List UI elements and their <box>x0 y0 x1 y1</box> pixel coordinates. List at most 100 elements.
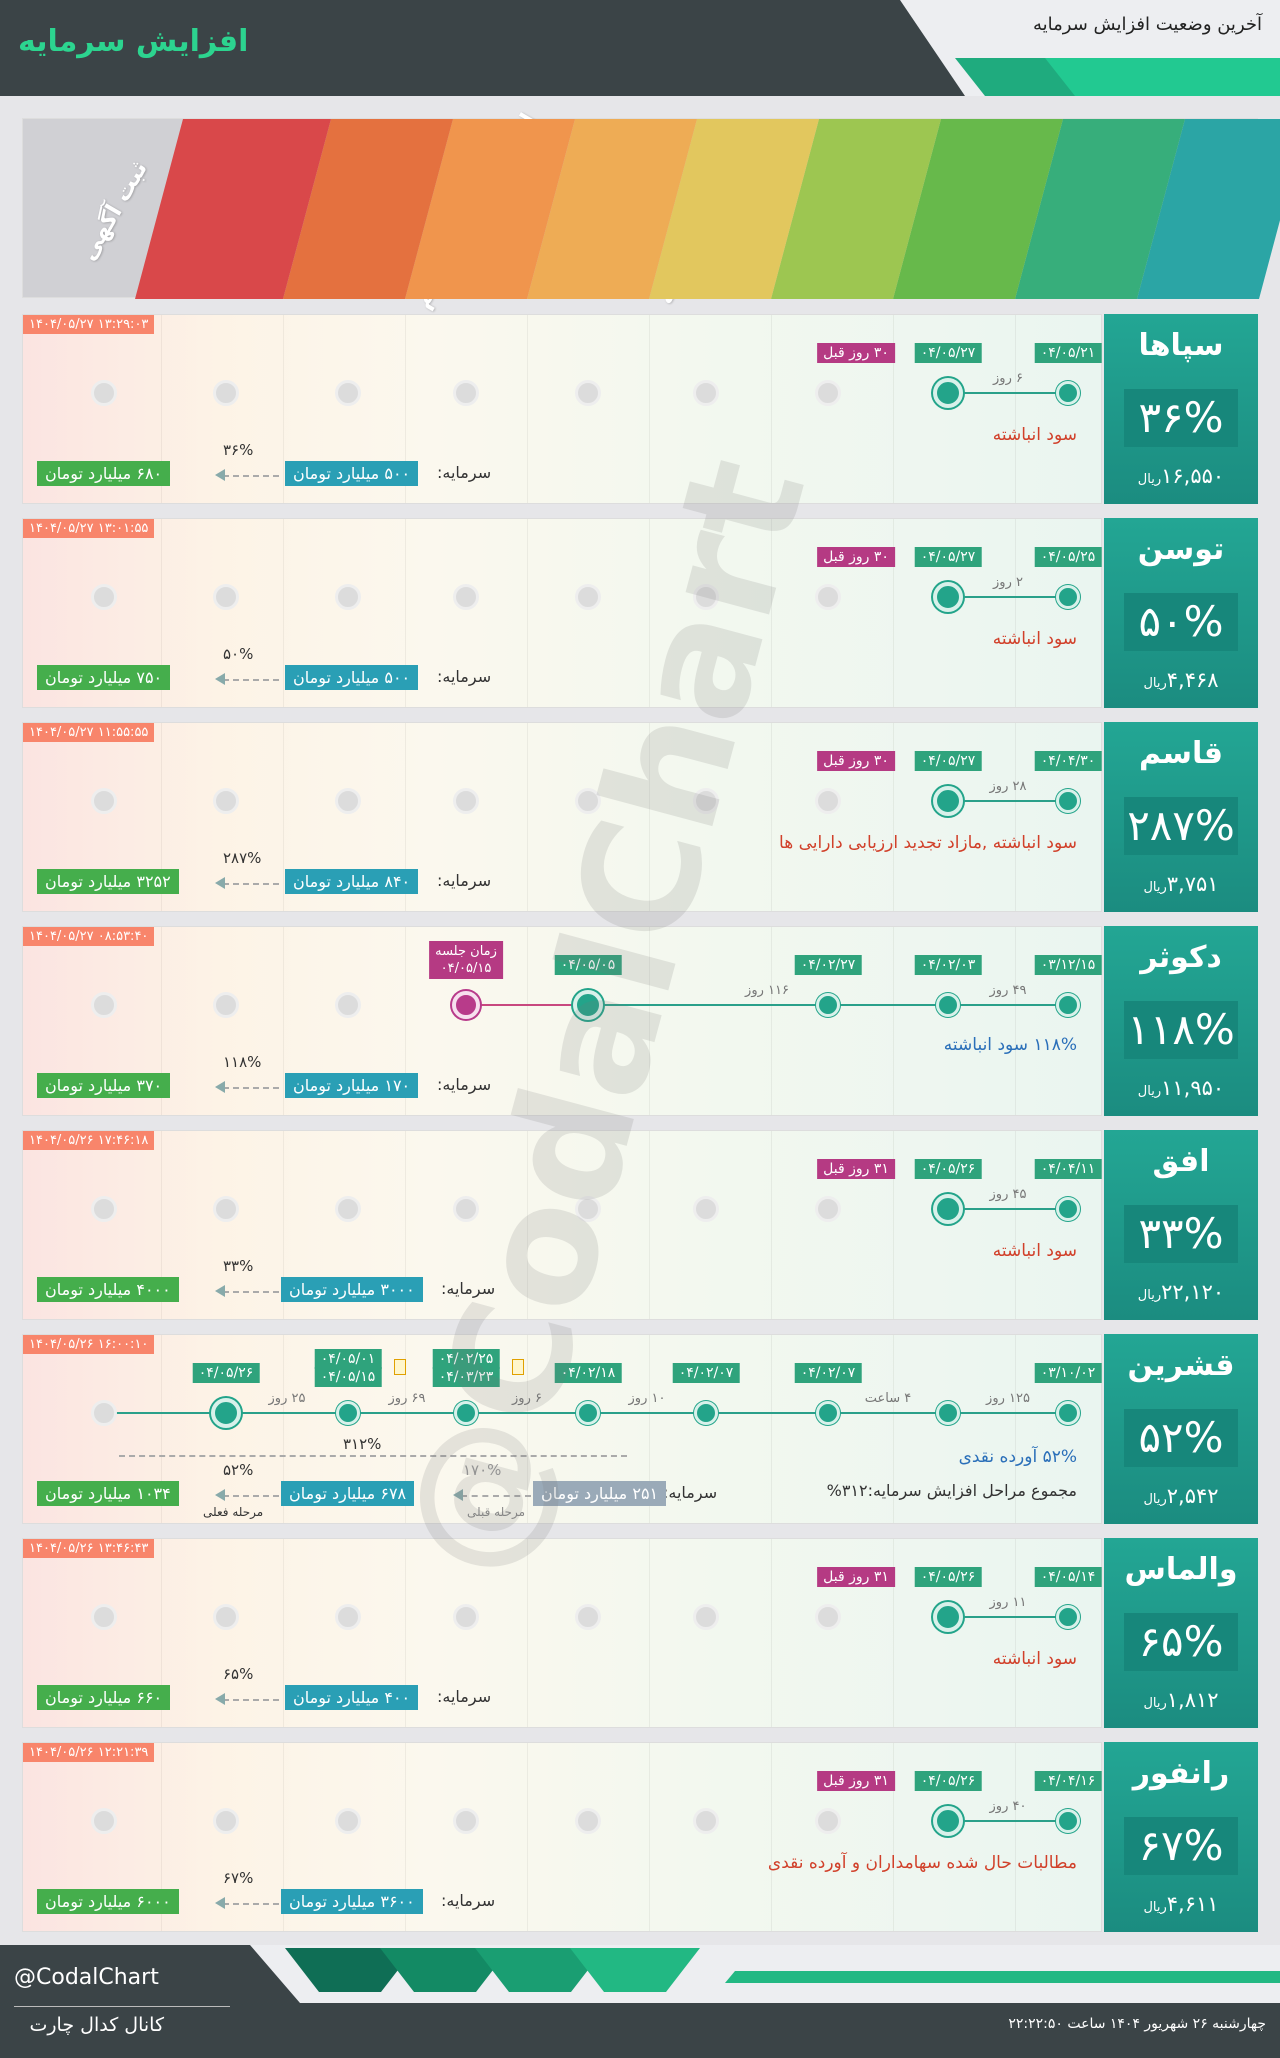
share-price-value: ۱۱,۹۵۰ <box>1161 1076 1225 1100</box>
column-divider <box>1015 927 1016 1115</box>
price-unit: ریال <box>1137 472 1162 487</box>
column-divider <box>161 1131 162 1319</box>
stage-node-empty <box>453 584 479 610</box>
previous-stage-label: مرحله قبلی <box>467 1505 526 1519</box>
column-divider <box>283 723 284 911</box>
footer-handle[interactable]: @CodalChart <box>14 1965 159 1990</box>
capital-arrow-line <box>223 475 279 477</box>
company-row[interactable]: ۱۴۰۴/۰۵/۲۷ ۰۸:۵۳:۴۰ ۰۳/۱۲/۱۵ ۰۴/۰۲/۰۳ ۰۴/۰۲… <box>22 926 1258 1116</box>
company-card[interactable]: والماس ۶۵% ۱,۸۱۲ریال <box>1104 1538 1258 1728</box>
company-row[interactable]: ۱۴۰۴/۰۵/۲۶ ۱۷:۴۶:۱۸ ۰۴/۰۴/۱۱ ۰۴/۰۵/۲۶ ۳۱ رو… <box>22 1130 1258 1320</box>
footer <box>0 1945 1280 2058</box>
new-capital: ۶۸۰ میلیارد تومان <box>37 461 171 486</box>
company-row[interactable]: ۱۴۰۴/۰۵/۲۶ ۱۶:۰۰:۱۰ ۰۳/۱۰/۰۲ ۰۴/۰۲/۰۷ ۰۴/۰۲… <box>22 1334 1258 1524</box>
column-divider <box>161 927 162 1115</box>
column-divider <box>405 519 406 707</box>
stage-date: ۰۴/۰۴/۱۱ <box>1034 1159 1102 1179</box>
page-title: افزایش سرمایه <box>18 24 249 59</box>
footer-stripe <box>570 1948 700 1992</box>
company-name[interactable]: قاسم <box>1139 736 1223 771</box>
stage-node-empty <box>91 1196 117 1222</box>
duration-label: ۶ روز <box>993 371 1023 386</box>
stage-node-done <box>816 993 840 1017</box>
company-row[interactable]: ۱۴۰۴/۰۵/۲۶ ۱۳:۴۶:۴۳ ۰۴/۰۵/۱۴ ۰۴/۰۵/۲۶ ۳۱ رو… <box>22 1538 1258 1728</box>
stage-node-empty <box>575 788 601 814</box>
meeting-date: ۰۴/۰۵/۱۵ <box>440 961 492 976</box>
capital-label: سرمایه: <box>437 1687 492 1706</box>
column-divider <box>771 1743 772 1931</box>
stage-node-done <box>1056 381 1080 405</box>
stage-node-empty <box>213 1604 239 1630</box>
company-row[interactable]: ۱۴۰۴/۰۵/۲۶ ۱۲:۲۱:۳۹ ۰۴/۰۴/۱۶ ۰۴/۰۵/۲۶ ۳۱ رو… <box>22 1742 1258 1932</box>
stage-node-empty <box>335 380 361 406</box>
stage-node-empty <box>453 1808 479 1834</box>
column-divider <box>405 1743 406 1931</box>
company-row[interactable]: ۱۴۰۴/۰۵/۲۷ ۱۳:۰۱:۵۵ ۰۴/۰۵/۲۵ ۰۴/۰۵/۲۷ ۳۰ رو… <box>22 518 1258 708</box>
stage-node-empty <box>91 1400 117 1426</box>
company-row[interactable]: ۱۴۰۴/۰۵/۲۷ ۱۱:۵۵:۵۵ ۰۴/۰۴/۳۰ ۰۴/۰۵/۲۷ ۳۰ رو… <box>22 722 1258 912</box>
days-ago-badge: ۳۱ روز قبل <box>817 1567 895 1587</box>
stage-date: ۰۴/۰۵/۲۷ <box>914 343 982 363</box>
column-divider <box>283 1335 284 1523</box>
capital-label: سرمایه: <box>437 463 492 482</box>
total-increase-percent: ۳۱۲% <box>343 1435 382 1453</box>
column-divider <box>771 1335 772 1523</box>
column-divider <box>649 519 650 707</box>
stage-node-empty <box>693 1196 719 1222</box>
column-divider <box>1015 1131 1016 1319</box>
share-price: ۱,۸۱۲ریال <box>1104 1688 1258 1712</box>
increase-percent: ۲۸۷% <box>1124 797 1238 855</box>
price-unit: ریال <box>1143 1696 1167 1711</box>
days-ago-badge: ۳۰ روز قبل <box>817 343 895 363</box>
stage-date: ۰۴/۰۲/۲۷ <box>794 955 862 975</box>
duration-label: ۶ روز <box>512 1391 542 1406</box>
duration-label: ۱۰ روز <box>628 1391 666 1406</box>
column-divider <box>649 723 650 911</box>
banner-dark-band <box>0 0 965 96</box>
stage-label: ثبت آگهی <box>75 156 153 266</box>
banner-green-stripe <box>1045 58 1280 96</box>
top-banner <box>0 0 1280 96</box>
company-card[interactable]: قشرین ۵۲% ۲,۵۴۲ریال <box>1104 1334 1258 1524</box>
stage-date: ۰۴/۰۵/۰۱ <box>314 1349 382 1369</box>
timeline-line <box>948 392 1068 394</box>
duration-label: ۴ ساعت <box>864 1391 912 1406</box>
company-card[interactable]: سپاها ۳۶% ۱۶,۵۵۰ریال <box>1104 314 1258 504</box>
company-card[interactable]: توسن ۵۰% ۴,۴۶۸ریال <box>1104 518 1258 708</box>
meeting-label: زمان جلسه <box>435 944 497 959</box>
column-divider <box>161 315 162 503</box>
company-row[interactable]: ۱۴۰۴/۰۵/۲۷ ۱۳:۲۹:۰۳ ۰۴/۰۵/۲۱ ۰۴/۰۵/۲۷ ۳۰ رو… <box>22 314 1258 504</box>
column-divider <box>649 1335 650 1523</box>
company-name[interactable]: والماس <box>1124 1552 1238 1587</box>
stage-node-empty <box>693 380 719 406</box>
stage-date: ۰۴/۰۵/۲۶ <box>914 1159 982 1179</box>
company-name[interactable]: رانفور <box>1132 1756 1230 1791</box>
stage-node-empty <box>575 1196 601 1222</box>
price-unit: ریال <box>1137 1288 1162 1303</box>
stage-node-current <box>211 1398 241 1428</box>
company-card[interactable]: قاسم ۲۸۷% ۳,۷۵۱ریال <box>1104 722 1258 912</box>
company-name[interactable]: افق <box>1152 1144 1210 1179</box>
capital-source: سود انباشته <box>992 425 1077 445</box>
timeline-panel: ۱۴۰۴/۰۵/۲۷ ۰۸:۵۳:۴۰ ۰۳/۱۲/۱۵ ۰۴/۰۲/۰۳ ۰۴/۰۲… <box>22 926 1138 1116</box>
capital-arrow-line <box>223 1495 279 1497</box>
update-timestamp: ۱۴۰۴/۰۵/۲۶ ۱۳:۴۶:۴۳ <box>23 1539 155 1558</box>
capital-label: سرمایه: <box>441 1279 496 1298</box>
company-card[interactable]: رانفور ۶۷% ۴,۶۱۱ریال <box>1104 1742 1258 1932</box>
company-name[interactable]: قشرین <box>1127 1348 1235 1383</box>
column-divider <box>405 723 406 911</box>
stage-node-empty <box>693 788 719 814</box>
company-name[interactable]: توسن <box>1137 532 1225 567</box>
stage-date: ۰۴/۰۵/۲۷ <box>914 751 982 771</box>
timeline-line <box>948 1208 1068 1210</box>
current-capital: ۸۴۰ میلیارد تومان <box>285 869 419 894</box>
timeline-line <box>948 1820 1068 1822</box>
duration-label: ۲ روز <box>993 575 1023 590</box>
company-card[interactable]: دکوثر ۱۱۸% ۱۱,۹۵۰ریال <box>1104 926 1258 1116</box>
company-name[interactable]: سپاها <box>1138 328 1224 363</box>
company-name[interactable]: دکوثر <box>1140 940 1222 975</box>
column-divider <box>893 927 894 1115</box>
new-capital: ۴۰۰۰ میلیارد تومان <box>37 1277 179 1302</box>
company-card[interactable]: افق ۳۳% ۲۲,۱۲۰ریال <box>1104 1130 1258 1320</box>
increase-percent: ۱۱۸% <box>1124 1001 1238 1059</box>
